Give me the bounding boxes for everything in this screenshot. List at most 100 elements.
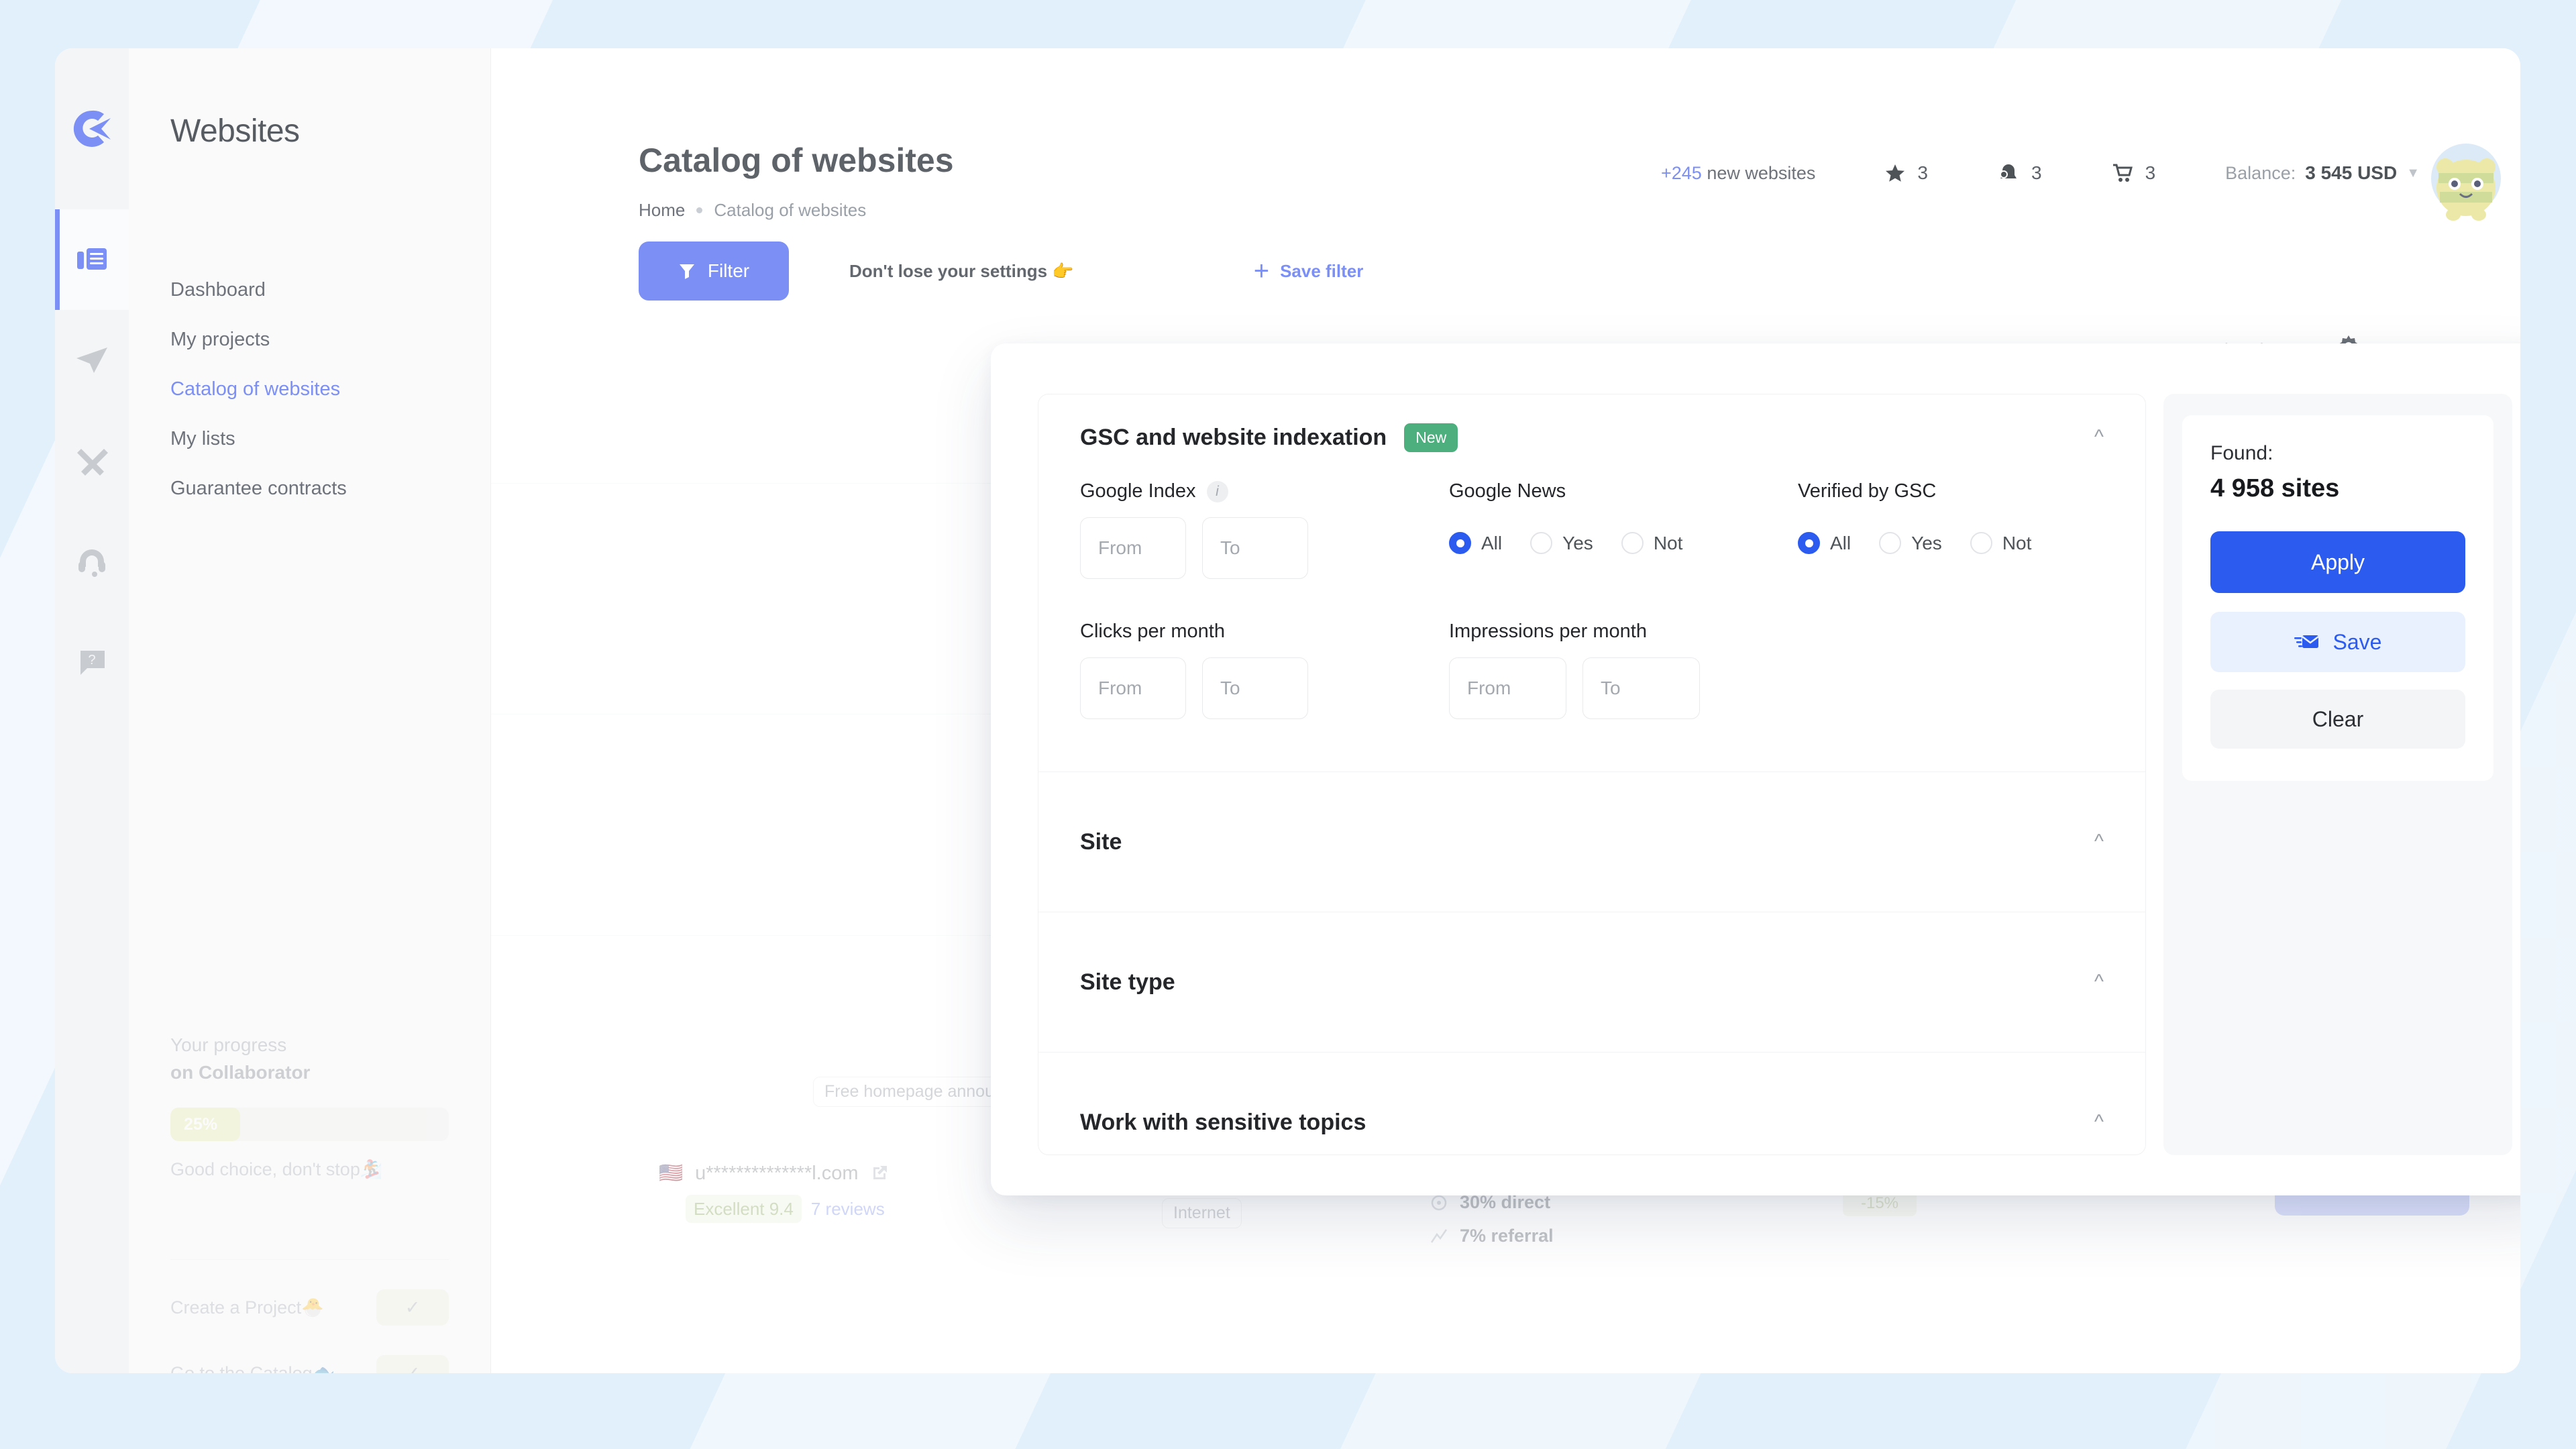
svg-text:?: ? (88, 653, 95, 667)
apply-button[interactable]: Apply (2210, 531, 2465, 593)
funnel-icon (679, 264, 694, 279)
google-index-to-input[interactable]: To (1202, 517, 1308, 579)
cart-counter[interactable]: 3 (2112, 162, 2156, 184)
progress-task-label: Go to the Catalog🐟 (170, 1363, 335, 1373)
impressions-from-input[interactable]: From (1449, 657, 1566, 719)
chevron-down-icon: ▼ (2406, 165, 2420, 180)
balance-dropdown[interactable]: Balance: 3 545 USD ▼ (2225, 162, 2420, 184)
info-icon[interactable]: i (1206, 480, 1228, 502)
tag[interactable]: Internet (1162, 1198, 1242, 1228)
chat-help-icon: ? (79, 651, 105, 675)
favorites-count: 3 (1917, 162, 1928, 183)
progress-note: Good choice, don't stop🏂 (170, 1159, 383, 1179)
radio-label: All (1481, 532, 1503, 553)
stat-direct: 30% direct (1430, 1192, 1554, 1213)
chevron-up-icon[interactable]: ^ (2094, 971, 2104, 993)
notifications-counter[interactable]: 3 (1998, 162, 2042, 184)
field-label: Google Index i (1080, 480, 1449, 502)
field-impressions-per-month: Impressions per month From To (1449, 621, 1700, 719)
chevron-up-icon[interactable]: ^ (2094, 426, 2104, 448)
plus-icon: + (1253, 256, 1270, 286)
radio-dot (1879, 532, 1902, 554)
tools-icon (77, 449, 108, 476)
cart-icon (2112, 164, 2133, 182)
filter-button[interactable]: Filter (639, 241, 789, 301)
verified-by-gsc-option-yes[interactable]: Yes (1879, 532, 1942, 554)
radio-label: Not (1653, 532, 1683, 553)
progress-bar-fill: 25% (170, 1108, 240, 1141)
sidebar-item-my-projects[interactable]: My projects (170, 329, 270, 350)
rail-item-help[interactable]: ? (55, 612, 129, 712)
verified-by-gsc-option-not[interactable]: Not (1970, 532, 2032, 554)
stat-referral-value: 7% referral (1460, 1226, 1554, 1246)
google-index-from-input[interactable]: From (1080, 517, 1186, 579)
favorites-counter[interactable]: 3 (1885, 162, 1928, 184)
radio-label: Not (2002, 532, 2032, 553)
section-header[interactable]: GSC and website indexation New ^ (1038, 394, 2145, 480)
sidebar-item-guarantee-contracts[interactable]: Guarantee contracts (170, 478, 347, 499)
sidebar-nav: Websites Dashboard My projects Catalog o… (129, 48, 491, 1373)
clicks-inputs: From To (1080, 657, 1449, 719)
save-button[interactable]: Save (2210, 612, 2465, 672)
sidebar-title: Websites (170, 113, 300, 149)
clear-button[interactable]: Clear (2210, 690, 2465, 749)
clicks-from-input[interactable]: From (1080, 657, 1186, 719)
breadcrumb-home[interactable]: Home (639, 200, 686, 220)
section-title: Work with sensitive topics (1080, 1109, 1366, 1135)
section-gsc-and-website-indexation: GSC and website indexation New ^ Google … (1038, 394, 2145, 772)
collaborator-logo[interactable] (55, 48, 129, 209)
chevron-up-icon[interactable]: ^ (2094, 830, 2104, 853)
rail-item-support[interactable] (55, 511, 129, 612)
rail-item-dashboard[interactable] (55, 209, 129, 310)
progress-task-label: Create a Project🐣 (170, 1297, 324, 1318)
news-icon (77, 248, 107, 270)
row-domain[interactable]: 🇺🇸 u**************l.com (659, 1162, 888, 1185)
section-header[interactable]: Site type ^ (1038, 912, 2145, 1052)
save-button-label: Save (2332, 629, 2382, 654)
impressions-inputs: From To (1449, 657, 1700, 719)
rating-badge: Excellent 9.4 (686, 1195, 802, 1223)
radio-dot (1621, 532, 1644, 554)
new-websites-status: +245 new websites (1661, 163, 1815, 184)
stat-referral: 7% referral (1430, 1226, 1554, 1246)
filter-row-1: Google Index i From To Google (1080, 480, 2104, 579)
google-news-option-all[interactable]: All (1449, 532, 1502, 554)
sidebar-item-my-lists[interactable]: My lists (170, 428, 235, 449)
progress-task[interactable]: Go to the Catalog🐟 ✓ (170, 1355, 449, 1373)
external-link-icon (873, 1166, 887, 1179)
save-filter-button[interactable]: + Save filter (1253, 256, 1364, 286)
google-news-option-not[interactable]: Not (1621, 532, 1683, 554)
clicks-per-month-label: Clicks per month (1080, 621, 1225, 642)
reviews-link[interactable]: 7 reviews (810, 1199, 885, 1219)
section-title: Site (1080, 828, 1122, 855)
new-badge: New (1404, 423, 1458, 452)
progress-divider (170, 1259, 449, 1260)
field-clicks-per-month: Clicks per month From To (1080, 621, 1449, 719)
progress-task[interactable]: Create a Project🐣 ✓ (170, 1289, 449, 1326)
sidebar-item-catalog-of-websites[interactable]: Catalog of websites (170, 378, 341, 400)
section-site-type: Site type ^ (1038, 912, 2145, 1053)
radio-label: All (1830, 532, 1851, 553)
chevron-up-icon[interactable]: ^ (2094, 1111, 2104, 1133)
radio-dot (1798, 532, 1820, 554)
section-header[interactable]: Site ^ (1038, 772, 2145, 912)
flag-icon: 🇺🇸 (659, 1163, 684, 1184)
rail-item-tools[interactable] (55, 411, 129, 511)
row-domain-label: u**************l.com (695, 1162, 859, 1184)
sidebar-item-dashboard[interactable]: Dashboard (170, 279, 266, 301)
found-label: Found: (2210, 442, 2273, 464)
radio-label: Yes (1562, 532, 1593, 553)
notification-bell-icon (2000, 164, 2017, 178)
impressions-to-input[interactable]: To (1582, 657, 1700, 719)
breadcrumb-current: Catalog of websites (714, 200, 867, 220)
mail-send-icon (2294, 635, 2319, 648)
section-site: Site ^ (1038, 772, 2145, 912)
radio-dot (1530, 532, 1553, 554)
clicks-to-input[interactable]: To (1202, 657, 1308, 719)
section-header[interactable]: Work with sensitive topics ^ (1038, 1053, 2145, 1192)
google-news-option-yes[interactable]: Yes (1530, 532, 1593, 554)
cart-count: 3 (2145, 162, 2156, 183)
user-avatar[interactable] (2416, 130, 2516, 231)
verified-by-gsc-option-all[interactable]: All (1798, 532, 1851, 554)
rail-item-send[interactable] (55, 310, 129, 411)
